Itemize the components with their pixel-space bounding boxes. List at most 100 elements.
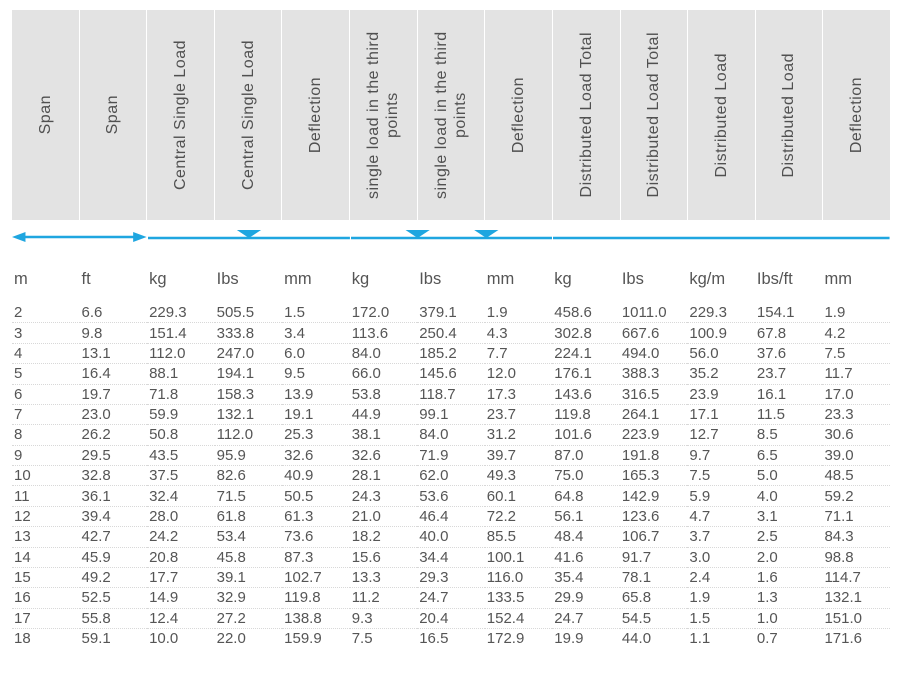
table-cell: 145.6 [417, 363, 485, 383]
table-cell: 5.0 [755, 465, 823, 485]
table-cell: 106.7 [620, 526, 688, 546]
table-cell: 59.1 [80, 628, 148, 648]
table-cell: 85.5 [485, 526, 553, 546]
table-row: 1445.920.845.887.315.634.4100.141.691.73… [12, 547, 890, 567]
table-cell: 65.8 [620, 587, 688, 607]
table-cell: 16 [12, 587, 80, 607]
table-cell: 2.4 [687, 567, 755, 587]
table-cell: 87.0 [552, 445, 620, 465]
table-cell: 46.4 [417, 506, 485, 526]
column-unit: kg/m [687, 266, 755, 303]
table-cell: 20.4 [417, 608, 485, 628]
table-cell: 60.1 [485, 485, 553, 505]
table-cell: 9.8 [80, 322, 148, 342]
table-cell: 19.1 [282, 404, 350, 424]
table-cell: 41.6 [552, 547, 620, 567]
column-header-label: Distributed Load [779, 53, 798, 178]
column-unit: mm [485, 266, 553, 303]
table-cell: 24.2 [147, 526, 215, 546]
table-header-row: SpanSpanCentral Single LoadCentral Singl… [12, 10, 890, 220]
table-cell: 12.7 [687, 424, 755, 444]
table-cell: 99.1 [417, 404, 485, 424]
table-cell: 29.5 [80, 445, 148, 465]
table-cell: 247.0 [215, 343, 283, 363]
table-cell: 9.7 [687, 445, 755, 465]
table-cell: 56.0 [687, 343, 755, 363]
table-cell: 302.8 [552, 322, 620, 342]
table-cell: 48.5 [822, 465, 890, 485]
table-cell: 316.5 [620, 384, 688, 404]
table-cell: 23.3 [822, 404, 890, 424]
table-cell: 118.7 [417, 384, 485, 404]
table-cell: 119.8 [282, 587, 350, 607]
table-cell: 112.0 [147, 343, 215, 363]
table-cell: 114.7 [822, 567, 890, 587]
column-header-label: Deflection [847, 77, 866, 153]
table-cell: 1.3 [755, 587, 823, 607]
table-cell: 8.5 [755, 424, 823, 444]
table-cell: 229.3 [687, 303, 755, 322]
table-cell: 1.9 [485, 303, 553, 322]
table-cell: 67.8 [755, 322, 823, 342]
table-cell: 29.3 [417, 567, 485, 587]
table-row: 26.6229.3505.51.5172.0379.11.9458.61011.… [12, 303, 890, 322]
table-cell: 119.8 [552, 404, 620, 424]
column-unit: kg [350, 266, 418, 303]
table-cell: 2.5 [755, 526, 823, 546]
table-cell: 102.7 [282, 567, 350, 587]
table-cell: 84.0 [417, 424, 485, 444]
table-cell: 494.0 [620, 343, 688, 363]
table-cell: 71.8 [147, 384, 215, 404]
table-cell: 12 [12, 506, 80, 526]
table-cell: 185.2 [417, 343, 485, 363]
table-cell: 32.9 [215, 587, 283, 607]
table-cell: 250.4 [417, 322, 485, 342]
table-cell: 24.7 [417, 587, 485, 607]
table-cell: 17.7 [147, 567, 215, 587]
load-capacity-table: SpanSpanCentral Single LoadCentral Singl… [12, 10, 890, 648]
table-cell: 32.8 [80, 465, 148, 485]
table-cell: 24.7 [552, 608, 620, 628]
table-cell: 40.9 [282, 465, 350, 485]
table-cell: 55.8 [80, 608, 148, 628]
table-cell: 71.5 [215, 485, 283, 505]
column-header: Deflection [485, 10, 552, 220]
table-cell: 12.0 [485, 363, 553, 383]
table-cell: 4.7 [687, 506, 755, 526]
table-cell: 53.6 [417, 485, 485, 505]
table-cell: 3.0 [687, 547, 755, 567]
column-header-label: Distributed Load Total [644, 32, 663, 197]
table-row: 929.543.595.932.632.671.939.787.0191.89.… [12, 445, 890, 465]
table-cell: 16.5 [417, 628, 485, 648]
table-cell: 1.9 [822, 303, 890, 322]
column-header: Distributed Load [688, 10, 755, 220]
table-cell: 28.0 [147, 506, 215, 526]
table-cell: 7.7 [485, 343, 553, 363]
column-unit: Ibs [417, 266, 485, 303]
table-cell: 98.8 [822, 547, 890, 567]
column-header-label: Distributed Load [712, 53, 731, 178]
divider-third-points [351, 228, 553, 244]
table-cell: 1.1 [687, 628, 755, 648]
table-cell: 61.8 [215, 506, 283, 526]
table-cell: 56.1 [552, 506, 620, 526]
table-cell: 23.9 [687, 384, 755, 404]
table-units-row: mftkgIbsmmkgIbsmmkgIbskg/mIbs/ftmm [12, 266, 890, 303]
table-cell: 4.0 [755, 485, 823, 505]
table-cell: 42.7 [80, 526, 148, 546]
table-cell: 3.4 [282, 322, 350, 342]
table-cell: 26.2 [80, 424, 148, 444]
table-cell: 1.0 [755, 608, 823, 628]
table-cell: 13.9 [282, 384, 350, 404]
table-cell: 17.0 [822, 384, 890, 404]
table-cell: 11.2 [350, 587, 418, 607]
table-cell: 17 [12, 608, 80, 628]
table-cell: 4.2 [822, 322, 890, 342]
column-unit: mm [822, 266, 890, 303]
table-cell: 116.0 [485, 567, 553, 587]
table-cell: 64.8 [552, 485, 620, 505]
divider-span-arrow [12, 228, 147, 244]
table-cell: 59.2 [822, 485, 890, 505]
table-cell: 16.4 [80, 363, 148, 383]
column-header: Deflection [823, 10, 890, 220]
